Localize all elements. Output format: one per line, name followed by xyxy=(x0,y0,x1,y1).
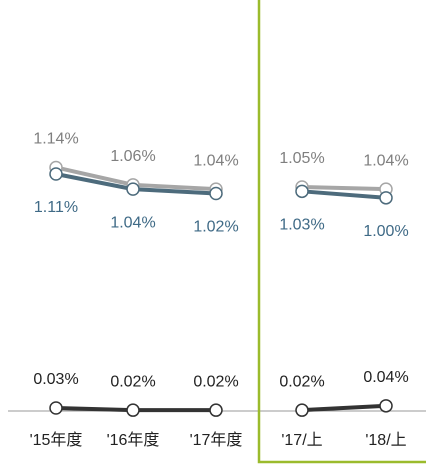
point xyxy=(295,184,309,199)
value-label: 0.02% xyxy=(193,373,238,390)
series-line xyxy=(301,189,387,200)
point xyxy=(49,167,63,181)
value-label: 1.04% xyxy=(193,152,238,169)
point xyxy=(126,403,140,417)
point xyxy=(379,399,393,413)
x-tick-label: '18/上 xyxy=(365,431,406,449)
point xyxy=(379,191,393,205)
point xyxy=(49,401,63,415)
divider xyxy=(257,0,426,464)
x-tick-label: '17/上 xyxy=(281,431,322,449)
value-label: 1.14% xyxy=(33,131,78,148)
value-label: 1.06% xyxy=(110,148,155,165)
series-line xyxy=(301,184,387,192)
series-line xyxy=(301,403,387,413)
point xyxy=(209,403,223,417)
value-label: 0.02% xyxy=(279,373,324,390)
value-label: 1.11% xyxy=(34,199,78,216)
value-label: 1.02% xyxy=(193,219,238,236)
value-label: 1.04% xyxy=(110,214,155,231)
point xyxy=(126,182,140,196)
value-label: 1.03% xyxy=(279,217,324,234)
point xyxy=(295,403,309,417)
value-label: 1.05% xyxy=(279,150,324,167)
value-label: 1.00% xyxy=(363,223,408,240)
value-label: 0.04% xyxy=(363,369,408,386)
value-label: 1.04% xyxy=(363,152,408,169)
value-label: 0.03% xyxy=(33,371,78,388)
x-tick-label: '15年度 xyxy=(30,431,83,449)
point xyxy=(209,186,223,201)
x-tick-label: '16年度 xyxy=(107,431,160,449)
value-label: 0.02% xyxy=(110,373,155,390)
x-tick-label: '17年度 xyxy=(190,431,243,449)
